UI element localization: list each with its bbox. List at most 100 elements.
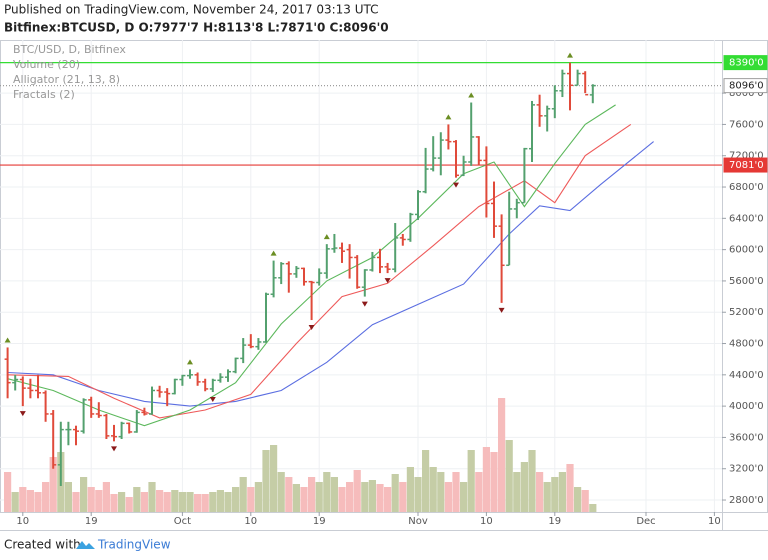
ohlc-bar xyxy=(323,244,330,279)
ohlc-bar xyxy=(574,69,581,87)
y-tick-label: 6400'0 xyxy=(729,213,764,224)
volume-bar xyxy=(444,482,452,512)
frame xyxy=(0,40,768,513)
fractal-up xyxy=(445,114,452,120)
fractal-down xyxy=(498,307,505,313)
y-tick-label: 8000'0 xyxy=(729,88,764,99)
ohlc-bar xyxy=(491,181,497,238)
fractal-down xyxy=(19,411,26,417)
ohlc-bar xyxy=(95,402,102,418)
brand[interactable]: TradingView xyxy=(97,538,171,552)
volume-bar xyxy=(520,462,528,512)
volume-bar xyxy=(300,487,308,512)
volume-bar xyxy=(513,472,521,512)
ohlc-bar xyxy=(301,267,307,286)
ohlc-bar xyxy=(156,385,163,398)
volume-bar xyxy=(178,492,186,512)
legend-item: Volume (20) xyxy=(13,58,80,71)
y-tick-label: 7600'0 xyxy=(729,119,764,130)
volume-bar xyxy=(262,450,270,512)
ohlc-bar xyxy=(422,147,429,194)
volume-bar xyxy=(270,445,278,512)
ohlc-bar xyxy=(536,94,543,127)
volume-bar xyxy=(315,482,323,512)
volume-bar xyxy=(125,497,133,512)
ohlc-bar xyxy=(4,347,11,399)
volume-bar xyxy=(277,472,285,512)
volume-bar xyxy=(361,482,369,512)
level-label-box xyxy=(723,55,768,71)
y-tick-label: 4800'0 xyxy=(729,339,764,350)
volume-bar xyxy=(49,457,57,512)
fractal-down xyxy=(361,301,368,307)
volume-bar xyxy=(384,487,392,512)
fractal-down xyxy=(209,397,216,403)
x-tick-label: 19 xyxy=(85,516,98,527)
volume-bar xyxy=(34,492,42,512)
volume-bar xyxy=(156,490,164,512)
volume-bar xyxy=(194,494,202,512)
volume-bar xyxy=(201,494,209,512)
ohlc-bar xyxy=(111,424,117,442)
volume-bar xyxy=(338,487,346,512)
ohlc-bar xyxy=(179,374,186,386)
volume-bar xyxy=(4,472,12,512)
ohlc-bar xyxy=(126,422,133,434)
x-tick-label: Nov xyxy=(408,516,428,527)
ohlc-bar xyxy=(27,378,34,399)
level-label: 8390'0 xyxy=(729,58,764,69)
chart-title: Bitfinex:BTCUSD, D O:7977'7 H:8113'8 L:7… xyxy=(4,21,389,35)
ohlc-bar xyxy=(437,132,444,176)
brand-logo xyxy=(76,541,95,549)
ohlc-bar xyxy=(19,376,26,407)
ohlc-bar xyxy=(445,124,452,150)
volume-bar xyxy=(102,482,110,512)
volume-bar xyxy=(581,490,589,512)
ohlc-bar xyxy=(453,140,459,178)
volume-bar xyxy=(536,472,544,512)
fractal-down xyxy=(384,278,391,284)
volume-bar xyxy=(87,487,95,512)
x-tick-label: 10 xyxy=(244,516,257,527)
ohlc-bar xyxy=(80,398,87,434)
volume-bar xyxy=(308,477,316,512)
ohlc-bar xyxy=(415,190,421,220)
volume-bar xyxy=(475,472,483,512)
volume-bar xyxy=(376,484,384,512)
volume-bar xyxy=(186,492,194,512)
volume-bar xyxy=(498,398,506,512)
volume-bar xyxy=(543,482,551,512)
volume-bar xyxy=(414,477,422,512)
y-tick-label: 4400'0 xyxy=(729,370,764,381)
volume-bar xyxy=(285,477,293,512)
fractal-down xyxy=(111,446,117,452)
alligator-line xyxy=(7,123,632,419)
volume-bar xyxy=(589,504,597,512)
y-tick-label: 2800'0 xyxy=(729,495,764,506)
y-tick-label: 3200'0 xyxy=(729,464,764,475)
ohlc-bar xyxy=(529,100,535,162)
fractal-up xyxy=(468,92,475,98)
fractal-up xyxy=(187,359,193,365)
ohlc-bar xyxy=(285,261,292,293)
volume-bar xyxy=(482,447,490,512)
fractal-up xyxy=(323,234,330,240)
volume-bar xyxy=(110,494,118,512)
ohlc-bar xyxy=(247,334,254,349)
ohlc-bar xyxy=(339,242,345,263)
volume xyxy=(4,398,597,512)
ohlc-bar xyxy=(361,269,368,297)
ohlc-bar xyxy=(202,378,209,392)
volume-bar xyxy=(216,490,224,512)
volume-bar xyxy=(353,470,361,512)
legend-item: Alligator (21, 13, 8) xyxy=(13,73,120,86)
ohlc-bar xyxy=(377,248,383,274)
ohlc-bar xyxy=(316,268,323,286)
volume-bar xyxy=(140,492,148,512)
ohlc-bar xyxy=(103,413,110,439)
y-tick-label: 6800'0 xyxy=(729,182,764,193)
volume-bar xyxy=(224,492,232,512)
volume-bar xyxy=(437,472,445,512)
ohlc-bar xyxy=(544,105,551,132)
level-label: 7081'0 xyxy=(729,160,764,171)
